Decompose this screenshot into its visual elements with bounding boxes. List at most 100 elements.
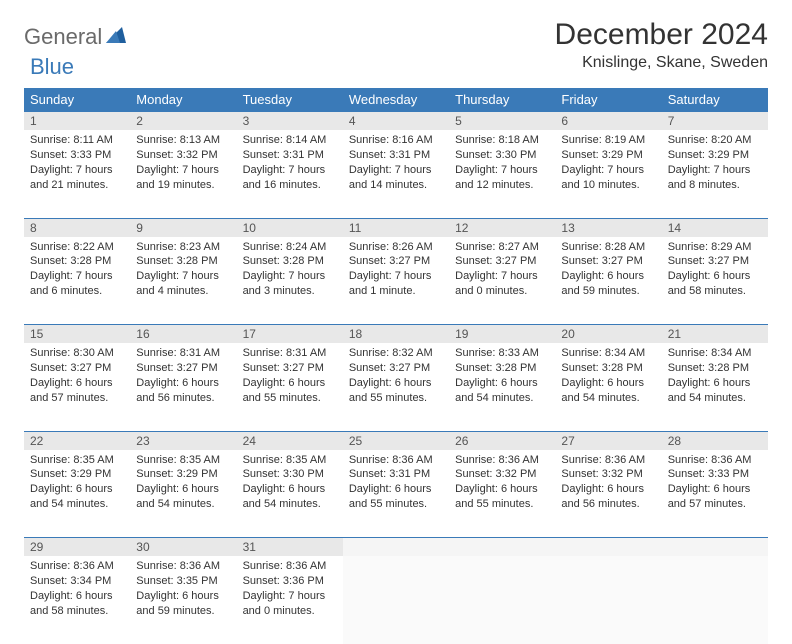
- day-number-cell: 7: [662, 112, 768, 131]
- day-content-cell: Sunrise: 8:36 AMSunset: 3:36 PMDaylight:…: [237, 556, 343, 644]
- day-content-cell: Sunrise: 8:36 AMSunset: 3:32 PMDaylight:…: [449, 450, 555, 538]
- day-number-cell: 6: [555, 112, 661, 131]
- day-number-cell: 14: [662, 218, 768, 237]
- day-content-cell: Sunrise: 8:32 AMSunset: 3:27 PMDaylight:…: [343, 343, 449, 431]
- day-day1: Daylight: 6 hours: [349, 376, 443, 391]
- day-content-cell: Sunrise: 8:26 AMSunset: 3:27 PMDaylight:…: [343, 237, 449, 325]
- day-day2: and 54 minutes.: [561, 391, 655, 406]
- day-number-row: 22232425262728: [24, 431, 768, 450]
- day-day1: Daylight: 7 hours: [30, 163, 124, 178]
- day-day2: and 57 minutes.: [30, 391, 124, 406]
- day-day1: Daylight: 6 hours: [561, 376, 655, 391]
- month-title: December 2024: [555, 18, 768, 52]
- day-number-cell: 13: [555, 218, 661, 237]
- day-sunrise: Sunrise: 8:11 AM: [30, 133, 124, 148]
- day-content-cell: Sunrise: 8:33 AMSunset: 3:28 PMDaylight:…: [449, 343, 555, 431]
- day-sunset: Sunset: 3:33 PM: [668, 467, 762, 482]
- day-content-cell: Sunrise: 8:35 AMSunset: 3:29 PMDaylight:…: [24, 450, 130, 538]
- day-sunset: Sunset: 3:33 PM: [30, 148, 124, 163]
- weekday-header: Friday: [555, 88, 661, 112]
- day-number-cell: [449, 538, 555, 557]
- day-number-cell: 2: [130, 112, 236, 131]
- day-content-cell: Sunrise: 8:28 AMSunset: 3:27 PMDaylight:…: [555, 237, 661, 325]
- day-number-cell: [662, 538, 768, 557]
- day-day1: Daylight: 6 hours: [243, 482, 337, 497]
- day-day1: Daylight: 7 hours: [455, 163, 549, 178]
- day-sunset: Sunset: 3:28 PM: [561, 361, 655, 376]
- day-content-cell: [662, 556, 768, 644]
- day-number-cell: 9: [130, 218, 236, 237]
- day-day2: and 54 minutes.: [30, 497, 124, 512]
- day-sunset: Sunset: 3:27 PM: [668, 254, 762, 269]
- day-sunrise: Sunrise: 8:27 AM: [455, 240, 549, 255]
- day-sunset: Sunset: 3:34 PM: [30, 574, 124, 589]
- day-content-cell: Sunrise: 8:34 AMSunset: 3:28 PMDaylight:…: [555, 343, 661, 431]
- day-sunrise: Sunrise: 8:36 AM: [349, 453, 443, 468]
- day-sunrise: Sunrise: 8:35 AM: [136, 453, 230, 468]
- day-number-row: 1234567: [24, 112, 768, 131]
- day-day1: Daylight: 6 hours: [136, 376, 230, 391]
- day-number-cell: 27: [555, 431, 661, 450]
- day-sunrise: Sunrise: 8:13 AM: [136, 133, 230, 148]
- day-number-cell: 16: [130, 325, 236, 344]
- day-day2: and 54 minutes.: [136, 497, 230, 512]
- day-content-cell: Sunrise: 8:31 AMSunset: 3:27 PMDaylight:…: [237, 343, 343, 431]
- day-content-cell: Sunrise: 8:16 AMSunset: 3:31 PMDaylight:…: [343, 130, 449, 218]
- day-number-cell: 22: [24, 431, 130, 450]
- day-sunset: Sunset: 3:31 PM: [243, 148, 337, 163]
- day-sunrise: Sunrise: 8:20 AM: [668, 133, 762, 148]
- day-day1: Daylight: 6 hours: [30, 482, 124, 497]
- day-day2: and 1 minute.: [349, 284, 443, 299]
- day-day1: Daylight: 6 hours: [561, 482, 655, 497]
- weekday-header: Sunday: [24, 88, 130, 112]
- logo-text-blue: Blue: [30, 54, 74, 79]
- day-number-cell: 31: [237, 538, 343, 557]
- day-sunset: Sunset: 3:36 PM: [243, 574, 337, 589]
- day-number-cell: 21: [662, 325, 768, 344]
- day-content-cell: Sunrise: 8:31 AMSunset: 3:27 PMDaylight:…: [130, 343, 236, 431]
- day-number-cell: 19: [449, 325, 555, 344]
- day-sunset: Sunset: 3:28 PM: [136, 254, 230, 269]
- day-number-cell: [343, 538, 449, 557]
- day-content-cell: [555, 556, 661, 644]
- day-content-cell: Sunrise: 8:22 AMSunset: 3:28 PMDaylight:…: [24, 237, 130, 325]
- day-day2: and 59 minutes.: [136, 604, 230, 619]
- day-sunset: Sunset: 3:27 PM: [136, 361, 230, 376]
- day-sunrise: Sunrise: 8:34 AM: [668, 346, 762, 361]
- day-number-cell: 17: [237, 325, 343, 344]
- day-sunrise: Sunrise: 8:30 AM: [30, 346, 124, 361]
- day-number-cell: 20: [555, 325, 661, 344]
- logo: General: [24, 18, 128, 50]
- day-day2: and 55 minutes.: [455, 497, 549, 512]
- day-sunset: Sunset: 3:30 PM: [243, 467, 337, 482]
- day-number-cell: 3: [237, 112, 343, 131]
- day-sunset: Sunset: 3:28 PM: [243, 254, 337, 269]
- day-sunrise: Sunrise: 8:26 AM: [349, 240, 443, 255]
- day-content-row: Sunrise: 8:30 AMSunset: 3:27 PMDaylight:…: [24, 343, 768, 431]
- day-sunrise: Sunrise: 8:18 AM: [455, 133, 549, 148]
- day-sunrise: Sunrise: 8:36 AM: [455, 453, 549, 468]
- day-content-cell: Sunrise: 8:36 AMSunset: 3:33 PMDaylight:…: [662, 450, 768, 538]
- day-sunrise: Sunrise: 8:36 AM: [668, 453, 762, 468]
- day-sunrise: Sunrise: 8:16 AM: [349, 133, 443, 148]
- day-number-cell: 4: [343, 112, 449, 131]
- day-sunrise: Sunrise: 8:31 AM: [243, 346, 337, 361]
- day-number-cell: 12: [449, 218, 555, 237]
- day-day1: Daylight: 6 hours: [30, 376, 124, 391]
- day-sunset: Sunset: 3:29 PM: [668, 148, 762, 163]
- day-sunrise: Sunrise: 8:34 AM: [561, 346, 655, 361]
- day-sunset: Sunset: 3:31 PM: [349, 148, 443, 163]
- day-number-cell: [555, 538, 661, 557]
- title-block: December 2024 Knislinge, Skane, Sweden: [555, 18, 768, 72]
- day-day2: and 16 minutes.: [243, 178, 337, 193]
- day-sunrise: Sunrise: 8:35 AM: [30, 453, 124, 468]
- day-number-cell: 30: [130, 538, 236, 557]
- day-sunrise: Sunrise: 8:36 AM: [243, 559, 337, 574]
- day-sunset: Sunset: 3:29 PM: [136, 467, 230, 482]
- day-day2: and 0 minutes.: [243, 604, 337, 619]
- day-day2: and 12 minutes.: [455, 178, 549, 193]
- day-day1: Daylight: 7 hours: [561, 163, 655, 178]
- day-content-cell: Sunrise: 8:35 AMSunset: 3:30 PMDaylight:…: [237, 450, 343, 538]
- day-sunrise: Sunrise: 8:28 AM: [561, 240, 655, 255]
- day-day2: and 54 minutes.: [668, 391, 762, 406]
